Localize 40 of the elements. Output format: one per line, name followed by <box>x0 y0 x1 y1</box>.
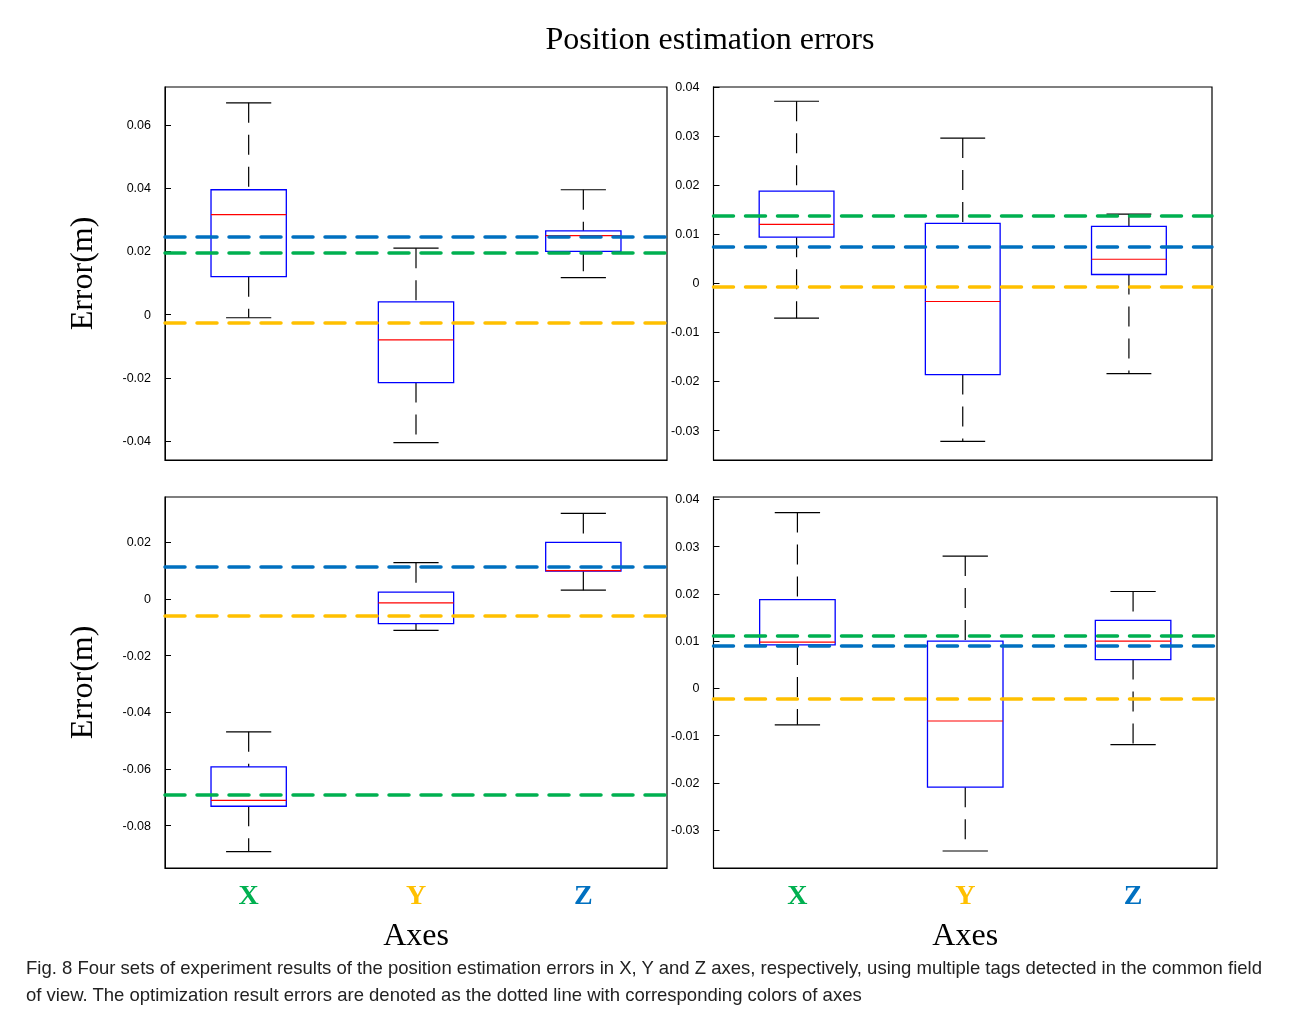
y-tick-label: 0.03 <box>675 129 700 144</box>
y-tick-label: 0.04 <box>675 80 700 94</box>
y-tick-label: -0.04 <box>122 434 152 449</box>
y-tick-label: -0.02 <box>122 370 152 385</box>
x-tick-label: Y <box>405 878 427 910</box>
y-tick-label: -0.03 <box>670 823 700 838</box>
x-tick-label: X <box>787 878 808 910</box>
y-tick-label: -0.06 <box>122 761 152 776</box>
chart-title: Position estimation errors <box>544 20 876 57</box>
y-tick-label: -0.01 <box>670 325 700 340</box>
y-axis-title: Error(m) <box>63 216 99 331</box>
x-tick-label: X <box>238 878 259 910</box>
y-tick-label: 0.03 <box>675 539 700 554</box>
y-tick-label: -0.02 <box>122 648 152 663</box>
y-tick-label: -0.03 <box>670 423 700 438</box>
y-tick-label: -0.02 <box>670 775 700 790</box>
y-tick-label: 0 <box>692 276 700 291</box>
y-tick-label: 0.01 <box>675 634 700 649</box>
y-axis-title: Error(m) <box>63 625 99 740</box>
x-tick-label: Y <box>955 878 976 910</box>
y-tick-label: 0.06 <box>126 117 152 132</box>
y-tick-label: 0.01 <box>675 227 700 242</box>
y-tick-label: 0.04 <box>126 181 152 196</box>
y-tick-label: 0.02 <box>675 178 700 193</box>
y-tick-label: 0 <box>144 307 152 322</box>
x-axis-title: Axes <box>932 916 999 952</box>
y-tick-label: 0.02 <box>126 244 152 259</box>
y-tick-label: -0.08 <box>122 818 152 833</box>
x-axis-title: Axes <box>383 916 449 952</box>
y-tick-label: -0.04 <box>122 705 152 720</box>
x-tick-label: Z <box>573 878 593 910</box>
y-tick-label: 0 <box>692 681 700 696</box>
y-tick-label: -0.02 <box>670 374 700 389</box>
caption: Fig. 8 Four sets of experiment results of the position estimation errors in X, Y and Z axes, respectively, using multiple tags detected in the common field of view. The optimization result errors are denoted as the dotted line with corresponding colors of axes <box>26 956 1263 1007</box>
y-tick-label: 0.02 <box>675 586 700 601</box>
x-tick-label: Z <box>1123 878 1143 910</box>
y-tick-label: 0 <box>144 591 152 606</box>
y-tick-label: 0.04 <box>675 492 700 507</box>
y-tick-label: 0.02 <box>126 535 152 550</box>
y-tick-label: -0.01 <box>670 728 700 743</box>
